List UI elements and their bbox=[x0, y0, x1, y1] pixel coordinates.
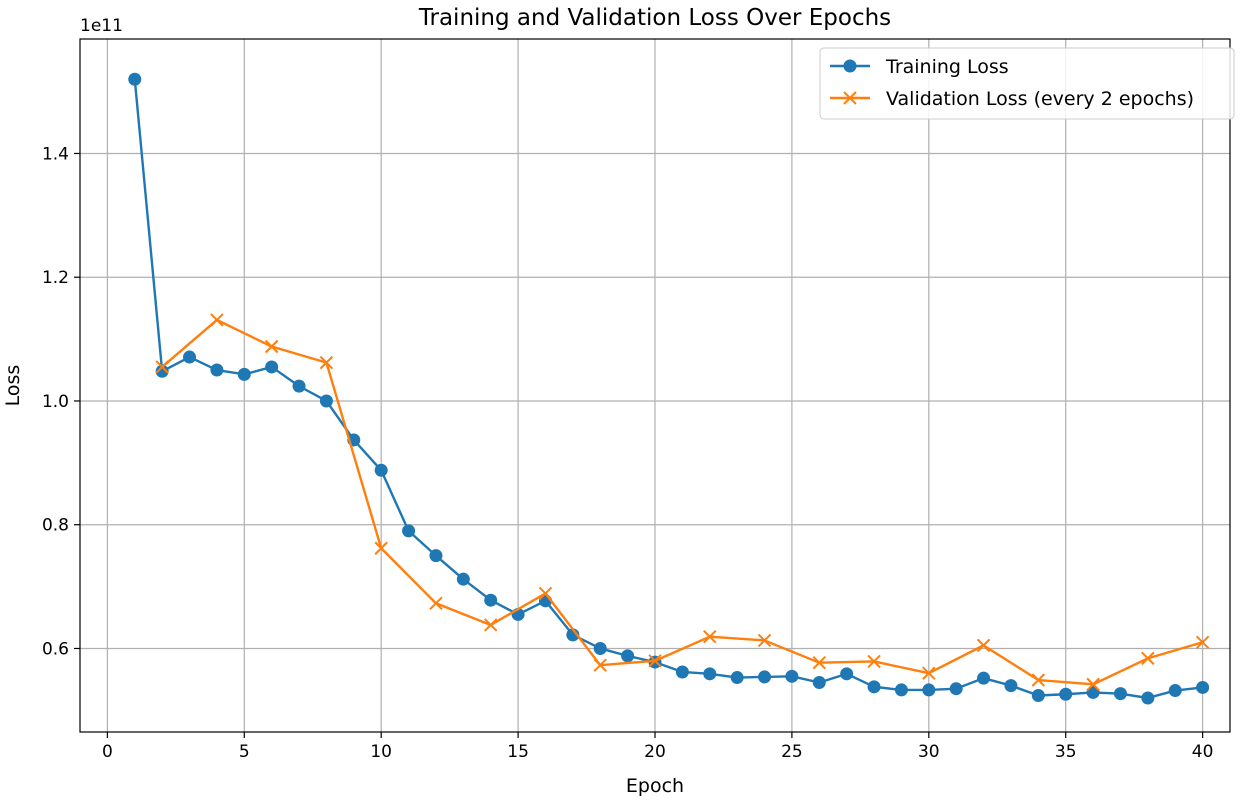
data-point bbox=[484, 593, 498, 607]
data-point bbox=[319, 355, 334, 370]
data-point bbox=[183, 350, 197, 364]
data-point bbox=[758, 670, 772, 684]
x-tick-label: 5 bbox=[239, 742, 250, 762]
series-1 bbox=[155, 313, 1210, 692]
data-point bbox=[1196, 680, 1210, 694]
data-point bbox=[484, 618, 498, 632]
y-tick-label: 0.8 bbox=[42, 516, 69, 536]
grid bbox=[80, 39, 1230, 732]
data-point bbox=[922, 666, 936, 680]
data-point bbox=[1141, 691, 1155, 705]
data-point bbox=[155, 360, 169, 374]
data-point bbox=[867, 680, 881, 694]
data-point bbox=[374, 463, 388, 477]
data-point bbox=[703, 630, 717, 644]
data-point bbox=[210, 363, 224, 377]
y-tick-label: 1.4 bbox=[42, 144, 69, 164]
data-point bbox=[1031, 688, 1045, 702]
data-point bbox=[703, 667, 717, 681]
legend-box bbox=[819, 47, 1235, 120]
legend-marker-training bbox=[843, 59, 857, 73]
x-tick-label: 15 bbox=[507, 742, 529, 762]
y-tick-label: 1.0 bbox=[42, 392, 69, 412]
data-point bbox=[1113, 687, 1127, 701]
data-point bbox=[976, 638, 991, 653]
data-point bbox=[675, 665, 689, 679]
data-point bbox=[155, 364, 169, 378]
x-tick-label: 40 bbox=[1192, 742, 1214, 762]
data-point bbox=[593, 658, 607, 672]
y-tick-label: 0.6 bbox=[42, 639, 69, 659]
y-axis-offset-label: 1e11 bbox=[80, 16, 123, 36]
x-tick-label: 20 bbox=[644, 742, 666, 762]
axis-ticks: 0 5 10 15 20 25 30 35 40 0.6 0.8 1.0 1.2 1.4 bbox=[42, 144, 1213, 762]
data-point bbox=[949, 682, 963, 696]
data-point bbox=[812, 655, 826, 670]
data-point bbox=[319, 394, 333, 408]
data-point bbox=[429, 549, 443, 563]
data-point bbox=[1031, 673, 1046, 687]
x-tick-label: 25 bbox=[781, 742, 803, 762]
chart-title: Training and Validation Loss Over Epochs bbox=[418, 5, 891, 31]
data-point bbox=[292, 379, 306, 393]
data-point bbox=[785, 669, 799, 683]
y-tick-label: 1.2 bbox=[42, 268, 69, 288]
data-point bbox=[456, 572, 470, 586]
data-point bbox=[840, 667, 854, 681]
data-point bbox=[210, 313, 224, 327]
data-point bbox=[730, 671, 744, 685]
data-point bbox=[812, 676, 826, 689]
data-point bbox=[128, 72, 142, 86]
data-point bbox=[429, 596, 443, 611]
data-point bbox=[922, 683, 936, 697]
x-tick-label: 10 bbox=[370, 742, 392, 762]
data-point bbox=[1168, 684, 1182, 698]
series-layer bbox=[128, 72, 1210, 705]
data-point bbox=[621, 649, 635, 663]
y-axis-title: Loss bbox=[2, 365, 24, 407]
data-point bbox=[1195, 635, 1210, 649]
data-point bbox=[538, 586, 553, 601]
data-point bbox=[237, 367, 251, 381]
legend-marker-validation bbox=[843, 91, 857, 105]
data-point bbox=[264, 339, 279, 354]
x-tick-label: 0 bbox=[102, 742, 113, 762]
legend-label-validation: Validation Loss (every 2 epochs) bbox=[886, 88, 1194, 110]
data-point bbox=[374, 541, 388, 555]
x-tick-label: 30 bbox=[918, 742, 940, 762]
data-point bbox=[867, 654, 881, 669]
x-tick-label: 35 bbox=[1055, 742, 1077, 762]
x-axis-title: Epoch bbox=[626, 775, 684, 797]
data-point bbox=[757, 633, 772, 648]
data-point bbox=[1086, 685, 1100, 699]
series-line bbox=[133, 79, 1203, 700]
data-point bbox=[1141, 651, 1155, 666]
data-point bbox=[977, 671, 991, 685]
data-point bbox=[593, 641, 607, 655]
data-point bbox=[894, 683, 908, 697]
data-point bbox=[265, 360, 279, 374]
data-point bbox=[1004, 679, 1018, 693]
data-point bbox=[648, 654, 662, 668]
data-point bbox=[1059, 687, 1073, 701]
data-point bbox=[402, 524, 416, 538]
data-point bbox=[1086, 677, 1100, 692]
legend: Training Loss Validation Loss (every 2 e… bbox=[819, 47, 1235, 120]
legend-label-training: Training Loss bbox=[885, 56, 1009, 78]
series-line bbox=[161, 318, 1203, 686]
